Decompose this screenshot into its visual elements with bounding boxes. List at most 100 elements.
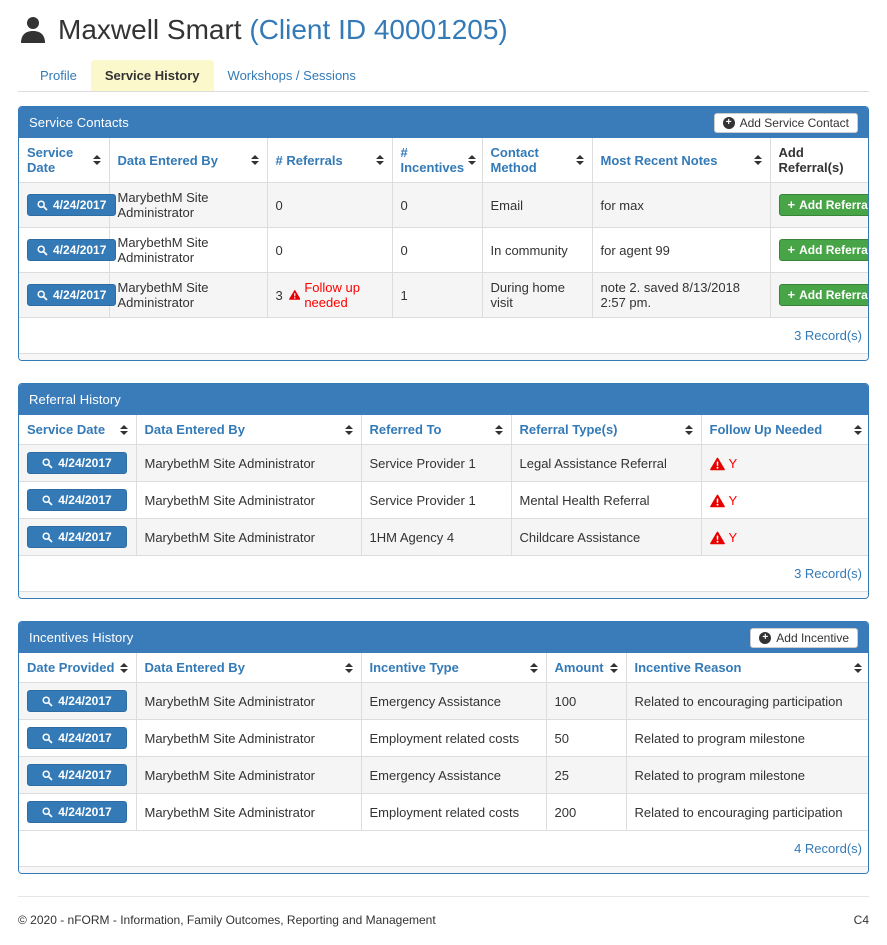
reason-cell: Related to program milestone [625,719,868,757]
table-row: 4/24/2017 MarybethM Site Administrator 0… [19,182,868,228]
reason-cell: Related to program milestone [625,756,868,794]
sort-icon[interactable] [684,424,693,435]
sort-icon[interactable] [92,155,101,165]
incentive-type-cell: Emergency Assistance [360,682,547,720]
col-service-date: Service Date [19,138,110,183]
col-follow-up-needed: Follow Up Needed [700,415,868,445]
service-contacts-title: Service Contacts [29,115,129,130]
col-incentive-reason: Incentive Reason [625,653,868,683]
referral-type-cell: Legal Assistance Referral [510,444,702,482]
sort-icon[interactable] [250,155,259,165]
sort-icon[interactable] [609,662,618,673]
entered-by-cell: MarybethM Site Administrator [135,481,362,519]
contact-method-cell: During home visit [481,272,593,318]
incentive-type-cell: Employment related costs [360,793,547,831]
entered-by-cell: MarybethM Site Administrator [108,182,268,228]
table-row: 4/24/2017 MarybethM Site Administrator 1… [19,518,868,556]
service-contacts-table: Service Date Data Entered By # Referrals… [19,138,868,353]
version-label: C4 [853,913,869,927]
person-icon [18,15,48,45]
referrals-cell: 3 Follow up needed [266,272,393,318]
add-referral-button[interactable]: + Add Referral [778,284,868,306]
table-row: 4/24/2017 MarybethM Site Administrator E… [19,756,868,794]
sort-icon[interactable] [753,155,762,165]
panel-footer-strip [19,353,868,360]
view-service-date-button[interactable]: 4/24/2017 [27,452,127,474]
panel-footer-strip [19,866,868,873]
incentives-cell: 0 [391,227,483,273]
view-incentive-date-button[interactable]: 4/24/2017 [27,690,127,712]
sort-icon[interactable] [119,662,128,673]
tab-service-history[interactable]: Service History [90,60,214,91]
table-row: 4/24/2017 MarybethM Site Administrator 0… [19,227,868,273]
sort-icon[interactable] [854,424,862,435]
amount-cell: 25 [545,756,627,794]
view-service-date-button[interactable]: 4/24/2017 [27,239,117,261]
col-num-incentives: # Incentives [391,138,483,183]
follow-up-cell: Y [700,481,868,519]
table-row: 4/24/2017 MarybethM Site Administrator E… [19,682,868,720]
incentive-type-cell: Emergency Assistance [360,756,547,794]
record-count: 3 Record(s) [19,317,868,353]
sort-icon[interactable] [344,424,353,435]
table-row: 4/24/2017 MarybethM Site Administrator E… [19,793,868,831]
amount-cell: 100 [545,682,627,720]
view-incentive-date-button[interactable]: 4/24/2017 [27,764,127,786]
incentives-history-table: Date Provided Data Entered By Incentive … [19,653,868,866]
copyright-text: © 2020 - nFORM - Information, Family Out… [18,913,436,927]
referred-to-cell: Service Provider 1 [360,444,512,482]
add-incentive-button[interactable]: + Add Incentive [750,627,858,648]
entered-by-cell: MarybethM Site Administrator [135,444,362,482]
col-num-referrals: # Referrals [266,138,393,183]
table-row: 4/24/2017 MarybethM Site Administrator S… [19,481,868,519]
table-row: 4/24/2017 MarybethM Site Administrator E… [19,719,868,757]
notes-cell: for max [591,182,771,228]
reason-cell: Related to encouraging participation [625,793,868,831]
entered-by-cell: MarybethM Site Administrator [108,272,268,318]
col-referral-types: Referral Type(s) [510,415,702,445]
entered-by-cell: MarybethM Site Administrator [135,682,362,720]
view-service-date-button[interactable]: 4/24/2017 [27,526,127,548]
follow-up-cell: Y [700,444,868,482]
view-service-date-button[interactable]: 4/24/2017 [27,194,117,216]
col-data-entered-by: Data Entered By [108,138,268,183]
col-service-date: Service Date [19,415,137,445]
entered-by-cell: MarybethM Site Administrator [108,227,268,273]
entered-by-cell: MarybethM Site Administrator [135,756,362,794]
sort-icon[interactable] [575,155,584,165]
entered-by-cell: MarybethM Site Administrator [135,518,362,556]
view-incentive-date-button[interactable]: 4/24/2017 [27,801,127,823]
notes-cell: note 2. saved 8/13/2018 2:57 pm. [591,272,771,318]
referral-type-cell: Childcare Assistance [510,518,702,556]
referral-history-panel: Referral History Service Date Data Enter… [18,383,869,599]
view-incentive-date-button[interactable]: 4/24/2017 [27,727,127,749]
sort-icon[interactable] [375,155,384,165]
referred-to-cell: 1HM Agency 4 [360,518,512,556]
view-service-date-button[interactable]: 4/24/2017 [27,284,117,306]
record-count: 3 Record(s) [19,555,868,591]
tab-workshops-sessions[interactable]: Workshops / Sessions [227,68,356,83]
plus-circle-icon: + [759,631,772,644]
sort-icon[interactable] [119,424,128,435]
tab-profile[interactable]: Profile [40,68,77,83]
sort-icon[interactable] [344,662,353,673]
add-referral-button[interactable]: + Add Referral [778,194,868,216]
sort-icon[interactable] [854,662,862,673]
view-service-date-button[interactable]: 4/24/2017 [27,489,127,511]
sort-icon[interactable] [494,424,503,435]
client-id: (Client ID 40001205) [249,14,508,45]
incentives-history-heading: Incentives History + Add Incentive [19,622,868,653]
amount-cell: 200 [545,793,627,831]
client-name: Maxwell Smart [58,14,242,45]
col-data-entered-by: Data Entered By [135,653,362,683]
col-most-recent-notes: Most Recent Notes [591,138,771,183]
sort-icon[interactable] [468,155,477,165]
warning-triangle-icon [709,457,725,470]
col-contact-method: Contact Method [481,138,593,183]
add-service-contact-button[interactable]: + Add Service Contact [713,112,858,133]
sort-icon[interactable] [529,662,538,673]
page-header: Maxwell Smart (Client ID 40001205) [18,0,869,46]
referral-type-cell: Mental Health Referral [510,481,702,519]
incentive-type-cell: Employment related costs [360,719,547,757]
add-referral-button[interactable]: + Add Referral [778,239,868,261]
